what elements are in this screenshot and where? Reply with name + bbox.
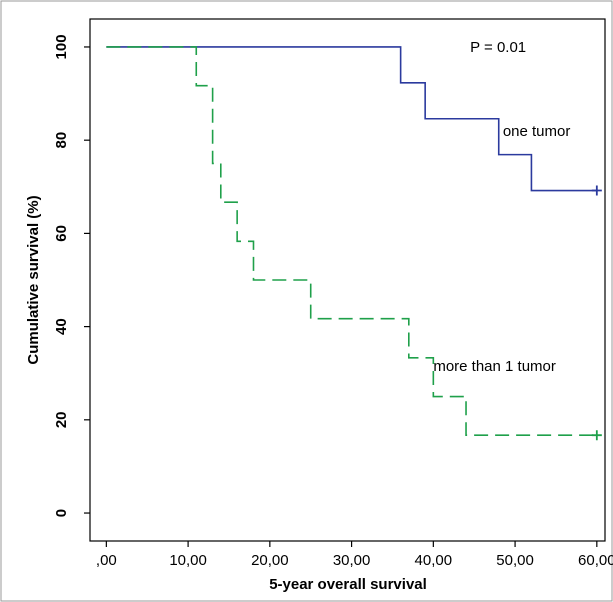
y-tick-label: 0	[53, 509, 70, 517]
plot-area	[89, 18, 606, 542]
x-axis-title: 5-year overall survival	[269, 576, 427, 593]
y-tick-label: 20	[53, 411, 70, 428]
one-tumor-label: one tumor	[503, 123, 571, 140]
series-line-more-than-1-tumor	[106, 46, 597, 437]
x-tick-label: 20,00	[251, 552, 289, 569]
x-tick-label: 40,00	[415, 552, 453, 569]
censor-mark	[591, 185, 602, 196]
x-tick-label: 30,00	[333, 552, 371, 569]
x-tick-label: 60,00	[578, 552, 613, 569]
y-tick-label: 80	[53, 132, 70, 149]
x-tick-label: 50,00	[496, 552, 534, 569]
x-tick-label: ,00	[96, 552, 117, 569]
more-than-1-tumor-label: more than 1 tumor	[433, 358, 556, 375]
p-value-label: P = 0.01	[470, 39, 526, 56]
series-line-one-tumor	[106, 46, 597, 192]
y-tick-label: 60	[53, 225, 70, 242]
y-axis-title: Cumulative survival (%)	[25, 195, 42, 364]
y-tick-label: 100	[53, 34, 70, 59]
x-tick-label: 10,00	[169, 552, 207, 569]
censor-mark	[591, 430, 602, 441]
y-tick-label: 40	[53, 318, 70, 335]
